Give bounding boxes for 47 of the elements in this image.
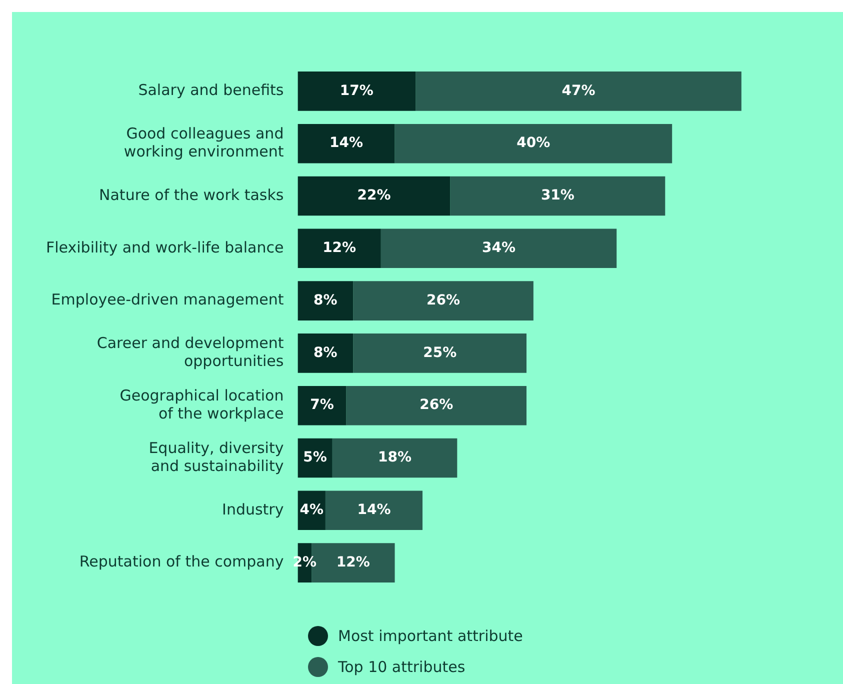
bar xyxy=(298,176,450,216)
y-tick-label: Equality, diversity and sustainability xyxy=(148,438,284,475)
bar xyxy=(380,228,617,268)
data-label: 26% xyxy=(420,397,454,414)
data-label: 4% xyxy=(300,502,324,518)
bar xyxy=(346,386,526,426)
bar xyxy=(353,281,534,320)
data-label: 12% xyxy=(336,554,370,570)
bar xyxy=(450,176,666,216)
y-tick-label: Flexibility and work-life balance xyxy=(46,238,284,256)
data-label: 47% xyxy=(562,82,596,99)
data-label: 26% xyxy=(426,292,460,308)
bar xyxy=(298,72,416,111)
data-label: 22% xyxy=(357,188,391,204)
y-tick-label: Geographical location of the workplace xyxy=(120,386,284,422)
bar xyxy=(298,228,381,268)
data-label: 5% xyxy=(303,450,327,466)
data-label: 14% xyxy=(329,135,364,152)
bar xyxy=(394,124,672,164)
legend-label: Top 10 attributes xyxy=(338,658,466,676)
bar xyxy=(298,281,354,320)
bar xyxy=(298,334,354,373)
bar xyxy=(325,490,423,530)
data-label: 25% xyxy=(423,344,457,361)
bar xyxy=(298,124,395,164)
bar xyxy=(416,72,742,111)
data-label: 31% xyxy=(540,188,574,204)
y-tick-label: Employee-driven management xyxy=(51,290,284,309)
legend-label: Most important attribute xyxy=(338,626,523,644)
bar xyxy=(332,438,458,478)
y-tick-label: Salary and benefits xyxy=(138,81,284,100)
y-tick-label: Career and development opportunities xyxy=(96,334,284,370)
bar xyxy=(298,386,346,426)
y-tick-label: Industry xyxy=(222,500,284,518)
data-label: 40% xyxy=(516,135,550,152)
data-label: 8% xyxy=(314,292,338,308)
y-tick-label: Good colleagues and working environment xyxy=(124,124,284,160)
data-label: 14% xyxy=(357,502,391,518)
data-label: 34% xyxy=(482,240,516,256)
data-label: 7% xyxy=(310,397,334,414)
data-label: 8% xyxy=(314,344,338,361)
y-tick-label: Reputation of the company xyxy=(79,552,284,571)
data-label: 18% xyxy=(378,450,412,466)
y-tick-label: Nature of the work tasks xyxy=(99,186,284,204)
bar xyxy=(353,334,526,373)
data-label: 17% xyxy=(340,82,374,99)
data-label: 12% xyxy=(322,240,356,256)
